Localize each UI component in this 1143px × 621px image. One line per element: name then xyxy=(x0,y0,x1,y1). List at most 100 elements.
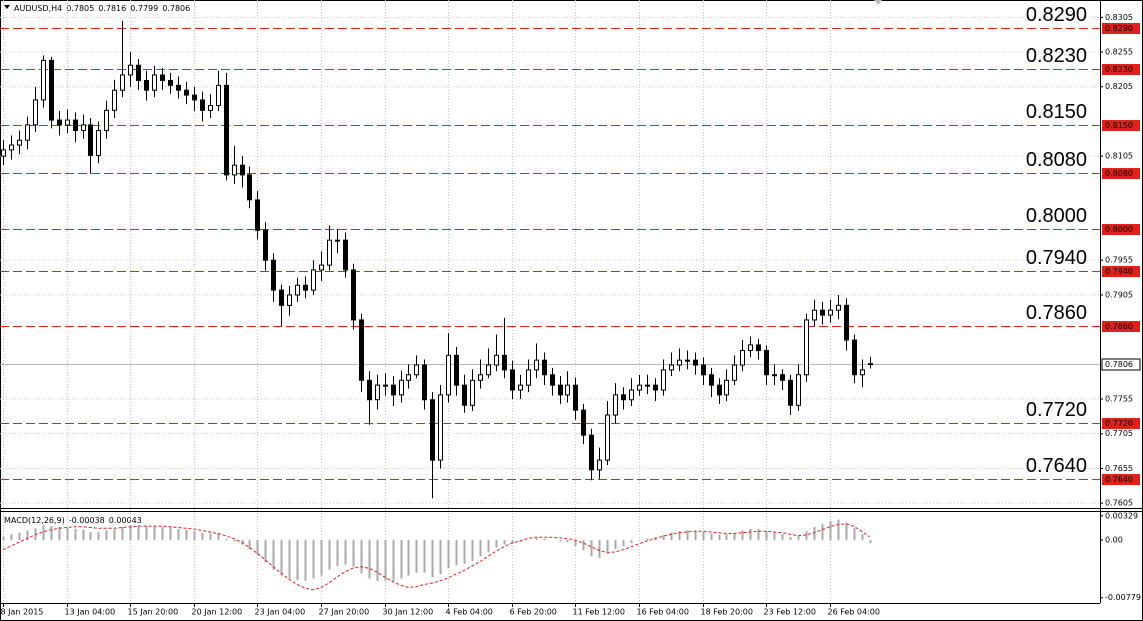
candle-body xyxy=(550,374,555,386)
candle-body xyxy=(160,74,165,82)
candle-body xyxy=(732,364,737,381)
candle-body xyxy=(438,394,443,461)
candle-body xyxy=(669,364,674,371)
candle-body xyxy=(57,119,62,126)
candle-body xyxy=(88,124,93,156)
candle-body xyxy=(136,64,141,82)
candle-body xyxy=(232,164,237,176)
macd-signal-value: 0.00043 xyxy=(109,516,142,525)
x-tick-label: 11 Feb 12:00 xyxy=(573,608,625,617)
level-price-label: 0.7640 xyxy=(1105,475,1133,484)
symbol-menu-arrow xyxy=(4,5,10,9)
candle-body xyxy=(367,379,372,401)
level-price-label: 0.8000 xyxy=(1105,225,1133,234)
candle-body xyxy=(327,239,332,266)
level-price-label: 0.8230 xyxy=(1105,65,1133,74)
candle-body xyxy=(1,149,6,157)
candle-body xyxy=(295,284,300,296)
y-tick-label: 0.8255 xyxy=(1105,48,1133,57)
candle-body xyxy=(812,309,817,321)
overlay-layer: 0.8290 0.8230 0.8150 0.8080 0.8000 0.7940 0.78… xyxy=(2,4,1087,591)
candle-body xyxy=(263,229,268,261)
candle-body xyxy=(446,354,451,396)
candle-body xyxy=(255,199,260,231)
level-price-box xyxy=(1102,474,1140,485)
candle-body xyxy=(756,344,761,351)
candle-body xyxy=(216,84,221,106)
candle-body xyxy=(478,374,483,381)
candle-body xyxy=(430,399,435,461)
x-tick-label: 15 Jan 20:00 xyxy=(128,608,179,617)
level-label: 0.8290 xyxy=(1026,4,1087,26)
candle-body xyxy=(573,384,578,411)
candle-body xyxy=(319,264,324,271)
level-label: 0.8000 xyxy=(1026,205,1087,227)
level-price-label: 0.8290 xyxy=(1105,24,1133,33)
x-tick-label: 6 Feb 20:00 xyxy=(510,608,557,617)
macd-header: MACD(12,26,9) -0.00038 0.00043 xyxy=(4,516,142,525)
candle-body xyxy=(17,139,22,146)
candle-body xyxy=(406,374,411,381)
candle-body xyxy=(764,349,769,376)
level-price-label: 0.7860 xyxy=(1105,322,1133,331)
candle-body xyxy=(518,384,523,391)
candle-body xyxy=(534,359,539,371)
y-tick-label: 0.8105 xyxy=(1105,152,1133,161)
candle-body xyxy=(542,359,547,376)
x-tick-label: 18 Feb 20:00 xyxy=(701,608,753,617)
candle-body xyxy=(9,144,14,151)
level-price-label: 0.7940 xyxy=(1105,267,1133,276)
candle-body xyxy=(168,80,173,86)
candle-body xyxy=(796,374,801,406)
candle-body xyxy=(335,239,340,242)
y-tick-label: 0.00 xyxy=(1105,536,1123,545)
x-tick-label: 23 Feb 12:00 xyxy=(764,608,816,617)
candle-body xyxy=(486,364,491,376)
candle-body xyxy=(73,119,78,131)
candle-body xyxy=(470,379,475,406)
y-tick-label: 0.00329 xyxy=(1105,511,1138,520)
level-label: 0.7940 xyxy=(1026,247,1087,269)
header-high: 0.7816 xyxy=(98,4,126,13)
candle-body xyxy=(844,304,849,341)
candle-body xyxy=(709,374,714,386)
level-label: 0.8150 xyxy=(1026,101,1087,123)
x-tick-label: 23 Jan 04:00 xyxy=(255,608,306,617)
candle-body xyxy=(399,379,404,396)
candle-body xyxy=(112,89,117,111)
level-label: 0.7640 xyxy=(1026,455,1087,477)
level-price-box xyxy=(1102,418,1140,429)
x-tick-label: 26 Feb 04:00 xyxy=(828,608,880,617)
x-tick-label: 20 Jan 12:00 xyxy=(192,608,243,617)
candle-body xyxy=(176,84,181,91)
candle-body xyxy=(422,364,427,401)
x-tick-label: 13 Jan 04:00 xyxy=(65,608,116,617)
candle-body xyxy=(192,94,197,101)
chart-shift-marker xyxy=(874,0,882,5)
macd-main-value: -0.00038 xyxy=(69,516,105,525)
candle-body xyxy=(645,384,650,387)
candle-body xyxy=(287,294,292,306)
bid-price-box xyxy=(1101,358,1141,371)
candle-body xyxy=(144,80,149,91)
marks-layer xyxy=(1,20,873,581)
candle-body xyxy=(391,384,396,396)
candle-body xyxy=(820,309,825,316)
level-price-label: 0.7720 xyxy=(1105,419,1133,428)
candle-body xyxy=(804,319,809,376)
candle-body xyxy=(780,374,785,381)
y-tick-label: -0.00779 xyxy=(1105,593,1141,602)
candle-body xyxy=(852,339,857,376)
level-price-box xyxy=(1102,321,1140,332)
candle-body xyxy=(462,384,467,406)
level-price-label: 0.8080 xyxy=(1105,169,1133,178)
level-price-box xyxy=(1102,120,1140,131)
candle-body xyxy=(693,359,698,366)
macd-title: MACD(12,26,9) xyxy=(4,516,65,525)
y-tick-label: 0.7905 xyxy=(1105,290,1133,299)
bid-price-label: 0.7806 xyxy=(1105,360,1133,369)
candle-body xyxy=(724,379,729,396)
candle-body xyxy=(597,459,602,471)
